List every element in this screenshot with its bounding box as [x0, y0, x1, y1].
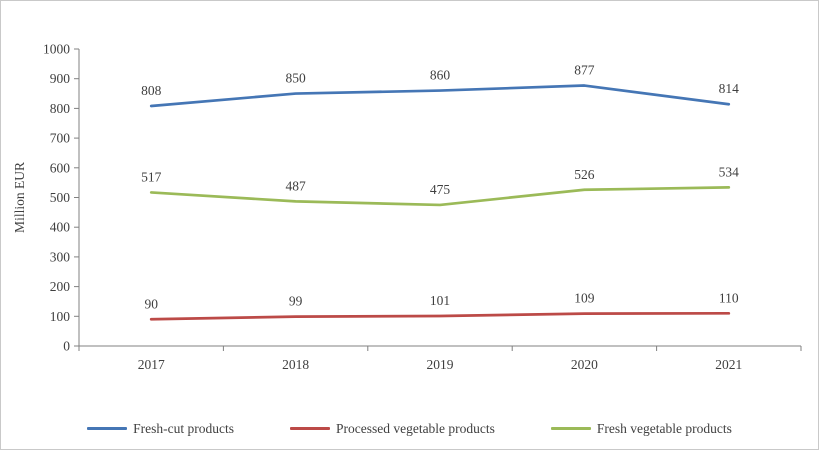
legend-item: Fresh-cut products — [87, 420, 234, 436]
data-label: 99 — [289, 294, 303, 309]
y-tick-label: 800 — [50, 101, 71, 116]
data-label: 109 — [574, 291, 595, 306]
y-axis-title: Million EUR — [12, 162, 27, 233]
legend-item: Fresh vegetable products — [550, 420, 732, 436]
legend-label: Fresh vegetable products — [596, 420, 732, 436]
data-label: 110 — [719, 290, 739, 305]
y-tick-label: 1000 — [43, 42, 70, 57]
x-tick-label: 2019 — [427, 357, 454, 372]
y-tick-label: 400 — [50, 220, 71, 235]
data-label: 850 — [285, 71, 306, 86]
series-line — [149, 311, 731, 321]
x-tick-label: 2020 — [571, 357, 598, 372]
data-label: 860 — [430, 68, 451, 83]
y-tick-label: 900 — [50, 71, 71, 86]
y-tick-label: 600 — [50, 160, 71, 175]
legend: Fresh-cut products Processed vegetable pr… — [1, 420, 818, 436]
data-label: 526 — [574, 167, 595, 182]
legend-item: Processed vegetable products — [289, 420, 495, 436]
legend-label: Processed vegetable products — [335, 420, 495, 436]
x-tick-label: 2018 — [282, 357, 309, 372]
data-label: 475 — [430, 182, 451, 197]
y-tick-label: 300 — [50, 249, 71, 264]
y-tick-label: 500 — [50, 190, 71, 205]
data-label: 814 — [719, 81, 740, 96]
x-tick-label: 2017 — [138, 357, 165, 372]
data-label: 534 — [719, 164, 740, 179]
legend-swatch-line-icon — [289, 426, 330, 430]
series-line — [149, 84, 731, 108]
y-tick-label: 0 — [63, 339, 70, 354]
series-line — [149, 186, 731, 207]
legend-label: Fresh-cut products — [133, 420, 234, 436]
y-tick-label: 700 — [50, 131, 71, 146]
data-label: 808 — [141, 83, 162, 98]
y-tick-label: 100 — [50, 309, 71, 324]
data-label: 90 — [144, 296, 158, 311]
data-label: 877 — [574, 63, 595, 78]
data-label: 101 — [430, 293, 450, 308]
data-label: 487 — [285, 178, 306, 193]
legend-swatch-line-icon — [550, 426, 591, 430]
x-tick-label: 2021 — [715, 357, 742, 372]
y-tick-label: 200 — [50, 279, 71, 294]
legend-swatch-line-icon — [87, 426, 128, 430]
data-label: 517 — [141, 169, 162, 184]
